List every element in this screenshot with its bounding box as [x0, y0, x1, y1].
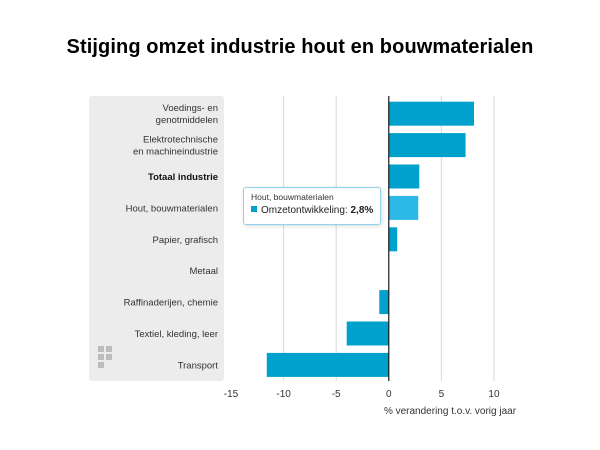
- x-tick-label: 0: [386, 389, 392, 400]
- category-label-line: genotmiddelen: [156, 115, 218, 126]
- bar[interactable]: [379, 290, 389, 315]
- category-label: Voedings- en genotmiddelen: [156, 103, 218, 126]
- bar[interactable]: [388, 195, 419, 220]
- x-tick-label: 5: [439, 389, 445, 400]
- tooltip-value: 2,8%: [350, 205, 374, 216]
- category-label: Transport: [178, 360, 219, 371]
- category-label-line: Hout, bouwmaterialen: [126, 203, 218, 214]
- category-label-line: Totaal industrie: [148, 172, 218, 183]
- tooltip: Hout, bouwmaterialen Omzetontwikkeling: …: [243, 187, 381, 225]
- category-label-panel: [89, 96, 224, 381]
- series-swatch-icon: [251, 206, 257, 212]
- x-tick-labels: -15 -10 -5 0 5 10: [224, 389, 500, 400]
- bar[interactable]: [388, 164, 420, 189]
- category-label: Metaal: [189, 266, 218, 277]
- category-label: Textiel, kleding, leer: [135, 329, 218, 340]
- category-label-line: Elektrotechnische: [143, 135, 218, 146]
- category-label: Hout, bouwmaterialen: [126, 203, 218, 214]
- category-label: Papier, grafisch: [153, 235, 218, 246]
- page-title: Stijging omzet industrie hout en bouwmat…: [66, 36, 534, 58]
- x-axis-label: % verandering t.o.v. vorig jaar: [384, 406, 517, 417]
- cbs-logo-icon: [98, 346, 112, 368]
- bar[interactable]: [388, 133, 466, 158]
- category-label: Totaal industrie: [148, 172, 218, 183]
- tooltip-series-label: Omzetontwikkeling:: [261, 205, 348, 216]
- category-label-line: Voedings- en: [163, 103, 218, 114]
- bar[interactable]: [346, 321, 389, 346]
- category-label-line: Papier, grafisch: [153, 235, 218, 246]
- category-labels: Voedings- en genotmiddelen Elektrotechnisc…: [124, 103, 219, 371]
- category-label-line: Transport: [178, 360, 219, 371]
- bars: [266, 101, 474, 377]
- tooltip-title: Hout, bouwmaterialen: [251, 192, 334, 202]
- x-tick-label: -10: [276, 389, 291, 400]
- bar[interactable]: [388, 101, 474, 126]
- x-tick-label: -5: [332, 389, 341, 400]
- category-label-line: en machineindustrie: [133, 147, 218, 158]
- category-label: Elektrotechnische en machineindustrie: [133, 135, 218, 158]
- bar[interactable]: [388, 227, 398, 252]
- bar[interactable]: [266, 352, 389, 377]
- category-label-line: Textiel, kleding, leer: [135, 329, 218, 340]
- category-label-line: Metaal: [189, 266, 218, 277]
- x-tick-label: -15: [224, 389, 239, 400]
- tooltip-row: Omzetontwikkeling: 2,8%: [251, 203, 373, 218]
- category-label: Raffinaderijen, chemie: [124, 298, 218, 309]
- x-tick-label: 10: [488, 389, 500, 400]
- grid-lines: [283, 96, 495, 381]
- category-label-line: Raffinaderijen, chemie: [124, 298, 218, 309]
